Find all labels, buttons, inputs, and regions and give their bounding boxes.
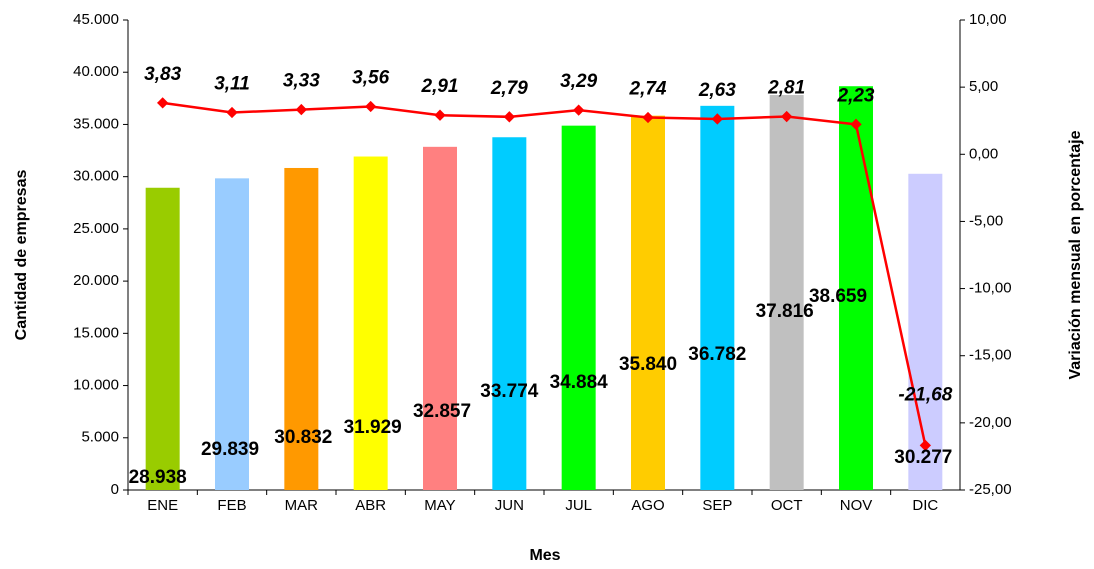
x-tick-label: FEB: [217, 497, 246, 514]
bar: [631, 115, 665, 490]
bar-value-label: 35.840: [619, 354, 677, 375]
bar-value-label: 30.277: [894, 447, 952, 468]
line-value-label: 3,83: [144, 64, 181, 85]
x-tick-label: NOV: [840, 497, 873, 514]
y-tick-label: 0: [111, 481, 119, 498]
y2-tick-label: -25,00: [969, 481, 1012, 498]
line-marker: [434, 109, 446, 121]
y-tick-label: 10.000: [73, 377, 119, 394]
bar-value-label: 32.857: [413, 401, 471, 422]
y-tick-label: 30.000: [73, 168, 119, 185]
bar-value-label: 30.832: [274, 427, 332, 448]
y-tick-label: 25.000: [73, 220, 119, 237]
bar-value-label: 31.929: [344, 417, 402, 438]
line-marker: [226, 106, 238, 119]
line-marker: [503, 111, 515, 123]
x-tick-label: ABR: [355, 497, 386, 514]
line-marker: [365, 100, 377, 113]
x-tick-label: OCT: [771, 497, 803, 514]
x-axis-title: Mes: [529, 547, 560, 564]
y-axis-title: Cantidad de empresas: [13, 170, 30, 341]
y2-tick-label: 0,00: [969, 145, 998, 162]
line-value-label: 2,81: [767, 78, 805, 99]
line-value-label: 3,11: [214, 74, 250, 95]
line: [162, 101, 927, 446]
line-value-label: 3,29: [560, 71, 597, 92]
line-value-label: 3,33: [283, 71, 320, 92]
bar: [561, 125, 596, 490]
bar-value-label: 33.774: [480, 381, 539, 402]
bar: [908, 173, 943, 490]
y-tick-label: 40.000: [73, 63, 119, 80]
x-tick-label: MAR: [285, 497, 319, 514]
bar: [145, 187, 180, 490]
bar: [215, 178, 249, 491]
x-tick-label: ENE: [147, 497, 178, 514]
line-marker: [295, 103, 307, 116]
bar-value-label: 37.816: [756, 301, 814, 322]
x-tick-label: JUL: [565, 497, 592, 514]
y-tick-label: 5.000: [81, 429, 119, 446]
bar: [492, 137, 527, 490]
x-tick-label: DIC: [912, 497, 938, 514]
line-value-label: 2,63: [698, 80, 736, 101]
y2-tick-label: 5,00: [969, 78, 998, 95]
bar: [284, 167, 319, 491]
y-tick-label: 45.000: [73, 11, 119, 28]
x-tick-label: JUN: [495, 497, 524, 514]
line-marker: [157, 97, 169, 109]
bar-value-label: 29.839: [201, 439, 259, 460]
y2-tick-label: 10,00: [969, 11, 1007, 28]
bar: [700, 105, 735, 490]
x-tick-label: SEP: [702, 497, 732, 514]
bar: [353, 156, 388, 490]
bar-value-label: 38.659: [809, 286, 867, 307]
bar-value-label: 36.782: [688, 344, 746, 365]
line-value-label: 2,23: [837, 85, 875, 106]
line-value-label: -21,68: [898, 384, 952, 405]
bar: [423, 146, 457, 490]
y-tick-label: 35.000: [73, 115, 119, 132]
y-tick-label: 20.000: [73, 272, 119, 289]
line-value-label: 2,91: [421, 76, 459, 97]
line-marker: [573, 104, 585, 116]
line-value-label: 2,74: [629, 79, 667, 100]
bar-value-label: 34.884: [550, 372, 609, 393]
x-tick-label: AGO: [631, 497, 664, 514]
line-value-label: 2,79: [490, 78, 528, 99]
line-marker: [919, 439, 931, 452]
y2-tick-label: -20,00: [969, 414, 1012, 431]
bar: [769, 95, 804, 490]
y2-tick-label: -5,00: [969, 212, 1003, 229]
y-tick-label: 15.000: [73, 324, 119, 341]
bar: [839, 86, 873, 491]
x-tick-label: MAY: [424, 497, 455, 514]
line-value-label: 3,56: [352, 67, 389, 88]
y2-tick-label: -10,00: [969, 280, 1012, 297]
bar-value-label: 28.938: [129, 467, 187, 488]
y2-tick-label: -15,00: [969, 347, 1012, 364]
y2-axis-title: Variación mensual en porcentaje: [1067, 130, 1084, 379]
